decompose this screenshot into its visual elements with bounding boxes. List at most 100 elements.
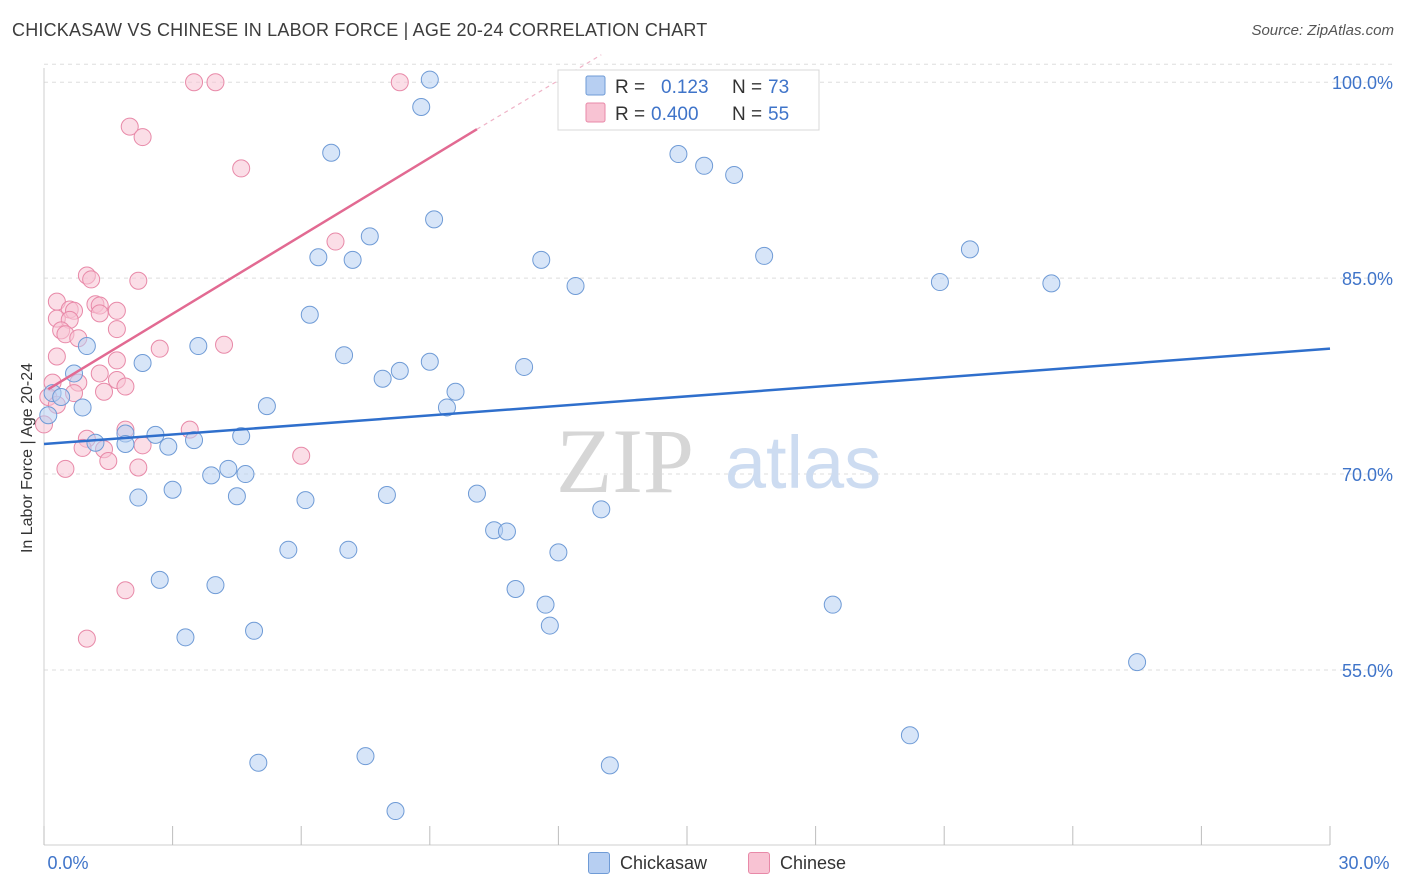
point-chickasaw xyxy=(960,240,979,259)
point-chinese xyxy=(129,458,148,477)
legend-r-value-chinese: 0.400 xyxy=(651,104,699,125)
point-chickasaw xyxy=(600,756,619,775)
point-chickasaw xyxy=(245,621,264,640)
legend-swatch-chickasaw xyxy=(585,75,606,96)
point-chinese xyxy=(326,232,345,251)
x-tick-label: 30.0% xyxy=(1338,853,1389,873)
point-chinese xyxy=(99,451,118,470)
point-chinese xyxy=(47,347,66,366)
point-chickasaw xyxy=(185,431,204,450)
axes xyxy=(43,68,1331,846)
correlation-legend: R = 0.123 N = 73 R = 0.400 N = 55 xyxy=(557,69,820,131)
point-chickasaw xyxy=(322,143,341,162)
point-chickasaw xyxy=(296,491,315,510)
gridlines xyxy=(44,63,1392,671)
legend-n-label-chickasaw: N = xyxy=(732,77,762,98)
point-chickasaw xyxy=(592,500,611,519)
legend-n-label-chinese: N = xyxy=(732,104,762,125)
point-chinese xyxy=(232,159,251,178)
point-chickasaw xyxy=(532,250,551,269)
point-chickasaw xyxy=(163,480,182,499)
point-chickasaw xyxy=(176,628,195,647)
point-chickasaw xyxy=(566,276,585,295)
point-chinese xyxy=(90,364,109,383)
point-chickasaw xyxy=(446,382,465,401)
point-chickasaw xyxy=(930,273,949,292)
point-chinese xyxy=(82,270,101,289)
point-chinese xyxy=(107,351,126,370)
source-label: Source: ZipAtlas.com xyxy=(1251,22,1394,39)
point-chickasaw xyxy=(412,98,431,117)
point-chickasaw xyxy=(202,466,221,485)
point-chickasaw xyxy=(823,595,842,614)
trend-line-chinese-extension xyxy=(476,54,602,130)
y-tick-label: 55.0% xyxy=(1342,661,1393,681)
point-chickasaw xyxy=(356,747,375,766)
y-tick-label: 70.0% xyxy=(1342,465,1393,485)
point-chickasaw xyxy=(77,337,96,356)
legend-chinese-label: Chinese xyxy=(780,852,847,873)
point-chickasaw xyxy=(133,354,152,373)
point-chickasaw xyxy=(900,726,919,745)
point-chinese xyxy=(292,446,311,465)
point-chinese xyxy=(90,304,109,323)
x-tick-labels: 0.0% 30.0% xyxy=(47,853,1389,873)
trend-line-chickasaw xyxy=(43,347,1331,446)
point-chickasaw xyxy=(386,802,405,821)
point-chickasaw xyxy=(257,397,276,416)
legend-r-label-chinese: R = xyxy=(615,104,645,125)
point-chinese xyxy=(56,459,75,478)
point-chickasaw xyxy=(300,305,319,324)
point-chinese xyxy=(107,301,126,320)
point-chickasaw xyxy=(425,210,444,229)
watermark: ZIP atlas xyxy=(556,410,881,512)
legend-chinese-swatch xyxy=(748,852,770,874)
point-chinese xyxy=(116,377,135,396)
point-chickasaw xyxy=(506,579,525,598)
point-chickasaw xyxy=(343,250,362,269)
point-chickasaw xyxy=(159,437,178,456)
point-chickasaw xyxy=(116,435,135,454)
y-tick-labels: 55.0% 70.0% 85.0% 100.0% xyxy=(1332,73,1393,681)
point-chickasaw xyxy=(377,485,396,504)
legend-chickasaw-label: Chickasaw xyxy=(620,852,708,873)
legend-swatch-chinese xyxy=(585,102,606,123)
point-chickasaw xyxy=(232,427,251,446)
point-chinese xyxy=(77,629,96,648)
legend-r-value-chickasaw: 0.123 xyxy=(661,77,709,98)
point-chinese xyxy=(150,339,169,358)
point-chickasaw xyxy=(390,361,409,380)
legend-chinese: Chinese xyxy=(748,852,846,874)
trend-lines xyxy=(43,54,1331,446)
point-chickasaw xyxy=(1128,653,1147,672)
y-tick-label: 85.0% xyxy=(1342,269,1393,289)
point-chickasaw xyxy=(335,346,354,365)
point-chickasaw xyxy=(669,145,688,164)
point-chinese xyxy=(116,581,135,600)
legend-n-value-chickasaw: 73 xyxy=(768,77,789,98)
point-chickasaw xyxy=(420,70,439,89)
point-chickasaw xyxy=(189,337,208,356)
legend-chickasaw: Chickasaw xyxy=(588,852,707,874)
point-chickasaw xyxy=(206,576,225,595)
point-chickasaw xyxy=(420,352,439,371)
point-chinese xyxy=(215,335,234,354)
point-chickasaw xyxy=(249,753,268,772)
point-chickasaw xyxy=(515,357,534,376)
watermark-atlas: atlas xyxy=(725,421,881,504)
legend-chickasaw-swatch xyxy=(588,852,610,874)
point-chickasaw xyxy=(339,540,358,559)
point-chinese xyxy=(95,382,114,401)
point-chinese xyxy=(120,117,139,136)
watermark-zip: ZIP xyxy=(556,410,694,512)
point-chickasaw xyxy=(150,570,169,589)
point-chickasaw xyxy=(373,369,392,388)
point-chickasaw xyxy=(1042,274,1061,293)
point-chinese xyxy=(129,271,148,290)
point-chickasaw xyxy=(279,540,298,559)
point-chickasaw xyxy=(549,543,568,562)
point-chickasaw xyxy=(219,459,238,478)
point-chickasaw xyxy=(695,156,714,175)
point-chickasaw xyxy=(755,246,774,265)
